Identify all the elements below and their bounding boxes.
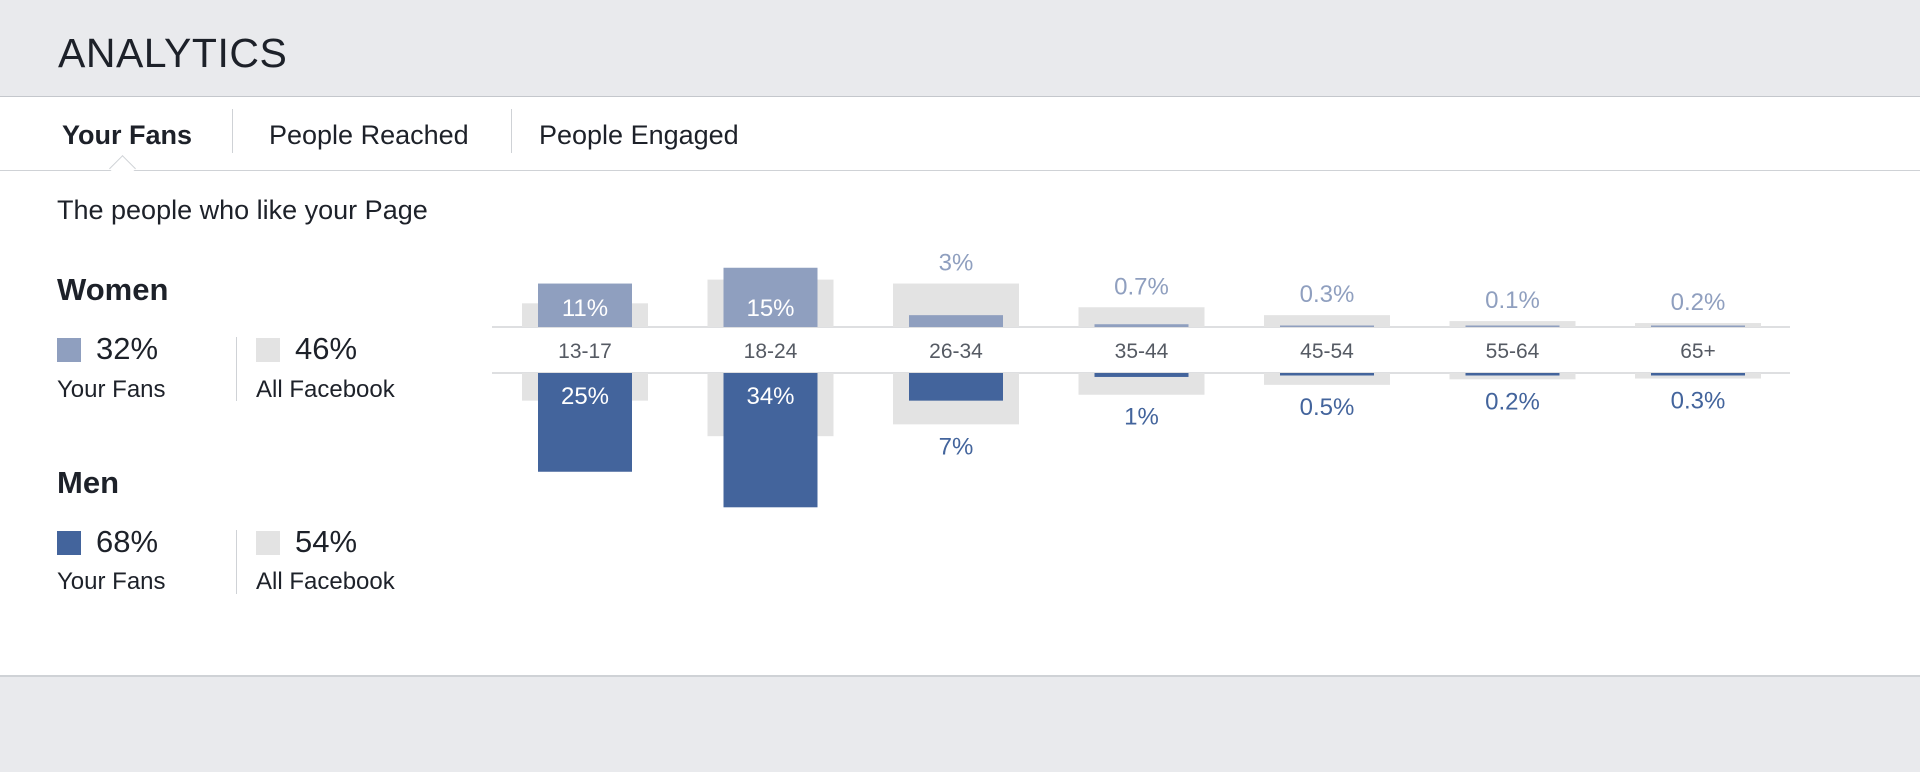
age-range-label: 45-54 [1300, 340, 1354, 363]
tab-divider [511, 109, 512, 153]
legend-divider [236, 337, 237, 401]
men-all-facebook-bar [1635, 373, 1761, 379]
women-all-facebook-label: All Facebook [256, 376, 395, 403]
age-gender-chart: 13-17 11% 25% 18-24 15% 34% 26-34 3% 7% 35-44 0.7%… [492, 250, 1790, 508]
men-fans-percent: 68% [96, 524, 159, 559]
women-all-facebook-bar [1449, 321, 1576, 327]
women-fans-label: Your Fans [57, 376, 166, 403]
women-all-facebook-bar [1264, 315, 1390, 327]
page-title: ANALYTICS [58, 30, 288, 76]
tab-people-reached[interactable]: People Reached [269, 120, 469, 150]
women-value-label: 0.2% [1671, 289, 1726, 316]
men-value-label: 0.3% [1671, 388, 1726, 415]
men-fans-bar [538, 373, 632, 472]
women-all-facebook-swatch [256, 338, 280, 362]
men-all-facebook-label: All Facebook [256, 568, 395, 595]
women-title: Women [57, 272, 169, 307]
men-all-facebook-percent: 54% [295, 524, 358, 559]
men-all-facebook-swatch [256, 531, 280, 555]
men-value-label: 34% [746, 383, 794, 410]
women-fans-bar [1094, 324, 1189, 327]
women-all-facebook-bar [1078, 307, 1205, 327]
men-title: Men [57, 465, 119, 500]
men-value-label: 0.2% [1485, 388, 1540, 415]
women-fans-bar [1651, 325, 1745, 327]
age-range-label: 55-64 [1486, 340, 1540, 363]
men-fans-bar [1280, 373, 1374, 376]
tab-bar: Your Fans People Reached People Engaged [0, 97, 1920, 182]
women-value-label: 0.7% [1114, 273, 1169, 300]
men-all-facebook-bar [1078, 373, 1205, 395]
age-range-label: 65+ [1680, 340, 1716, 363]
men-value-label: 1% [1124, 404, 1159, 431]
tab-your-fans[interactable]: Your Fans [62, 120, 193, 150]
men-value-label: 25% [561, 383, 609, 410]
men-all-facebook-bar [1449, 373, 1576, 380]
men-fans-bar [1651, 373, 1745, 376]
women-fans-bar [1465, 325, 1560, 327]
section-subtitle: The people who like your Page [57, 195, 428, 225]
men-fans-label: Your Fans [57, 568, 166, 595]
men-value-label: 7% [939, 433, 974, 460]
men-all-facebook-bar [1264, 373, 1390, 385]
men-fans-bar [1465, 373, 1560, 376]
women-fans-bar [723, 267, 818, 327]
women-fans-bar [1280, 325, 1374, 327]
men-fans-swatch [57, 531, 81, 555]
men-fans-bar [723, 373, 818, 508]
men-fans-bar [909, 373, 1003, 401]
women-fans-bar [909, 315, 1003, 327]
women-value-label: 11% [562, 295, 608, 322]
tab-divider [232, 109, 233, 153]
age-range-label: 35-44 [1115, 340, 1169, 363]
footer-area [0, 677, 1920, 772]
women-fans-swatch [57, 338, 81, 362]
women-value-label: 0.1% [1485, 287, 1540, 314]
women-fans-percent: 32% [96, 331, 159, 366]
women-value-label: 15% [746, 295, 794, 322]
women-fans-bar [538, 283, 632, 327]
age-range-label: 18-24 [744, 340, 798, 363]
women-all-facebook-bar [1635, 323, 1761, 327]
women-all-facebook-percent: 46% [295, 331, 358, 366]
age-range-label: 26-34 [929, 340, 983, 363]
women-value-label: 0.3% [1300, 281, 1355, 308]
analytics-panel: Your Fans People Reached People Engaged … [0, 97, 1920, 677]
header: ANALYTICS [0, 0, 1920, 97]
age-range-label: 13-17 [558, 340, 612, 363]
tab-people-engaged[interactable]: People Engaged [539, 120, 739, 150]
men-fans-bar [1094, 373, 1189, 377]
legend-divider [236, 530, 237, 594]
men-value-label: 0.5% [1300, 394, 1355, 421]
women-value-label: 3% [939, 250, 974, 277]
